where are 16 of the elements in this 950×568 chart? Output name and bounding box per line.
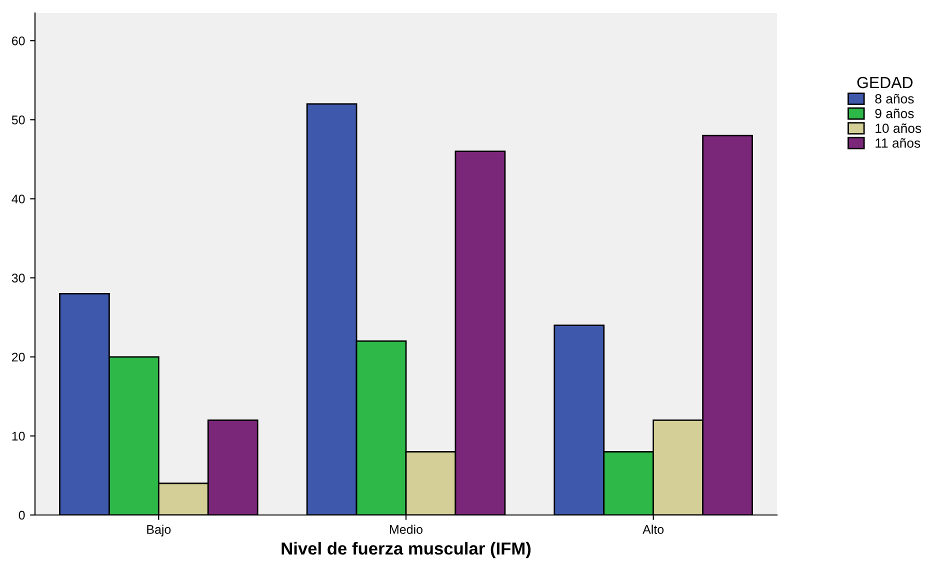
y-tick-label: 20 (12, 352, 25, 362)
legend-label: 9 años (875, 108, 914, 118)
y-tick-label: 10 (12, 432, 25, 441)
legend-label: 11 años (876, 138, 920, 148)
legend-title: GEDAD (857, 76, 913, 88)
x-tick-label: Bajo (147, 524, 171, 536)
y-tick-label: 60 (12, 36, 25, 46)
y-tick-label: 0 (18, 510, 25, 520)
y-tick-label: 50 (12, 116, 25, 124)
x-tick-label: Alto (642, 524, 664, 534)
legend-label: 8 años (875, 94, 914, 104)
x-tick-label: Medio (390, 524, 422, 534)
y-tick-label: 30 (12, 274, 25, 282)
legend-label: 10 años (876, 123, 922, 133)
y-tick-label: 40 (12, 194, 25, 204)
x-axis-title: Nivel de fuerza muscular (IFM) (282, 542, 531, 558)
